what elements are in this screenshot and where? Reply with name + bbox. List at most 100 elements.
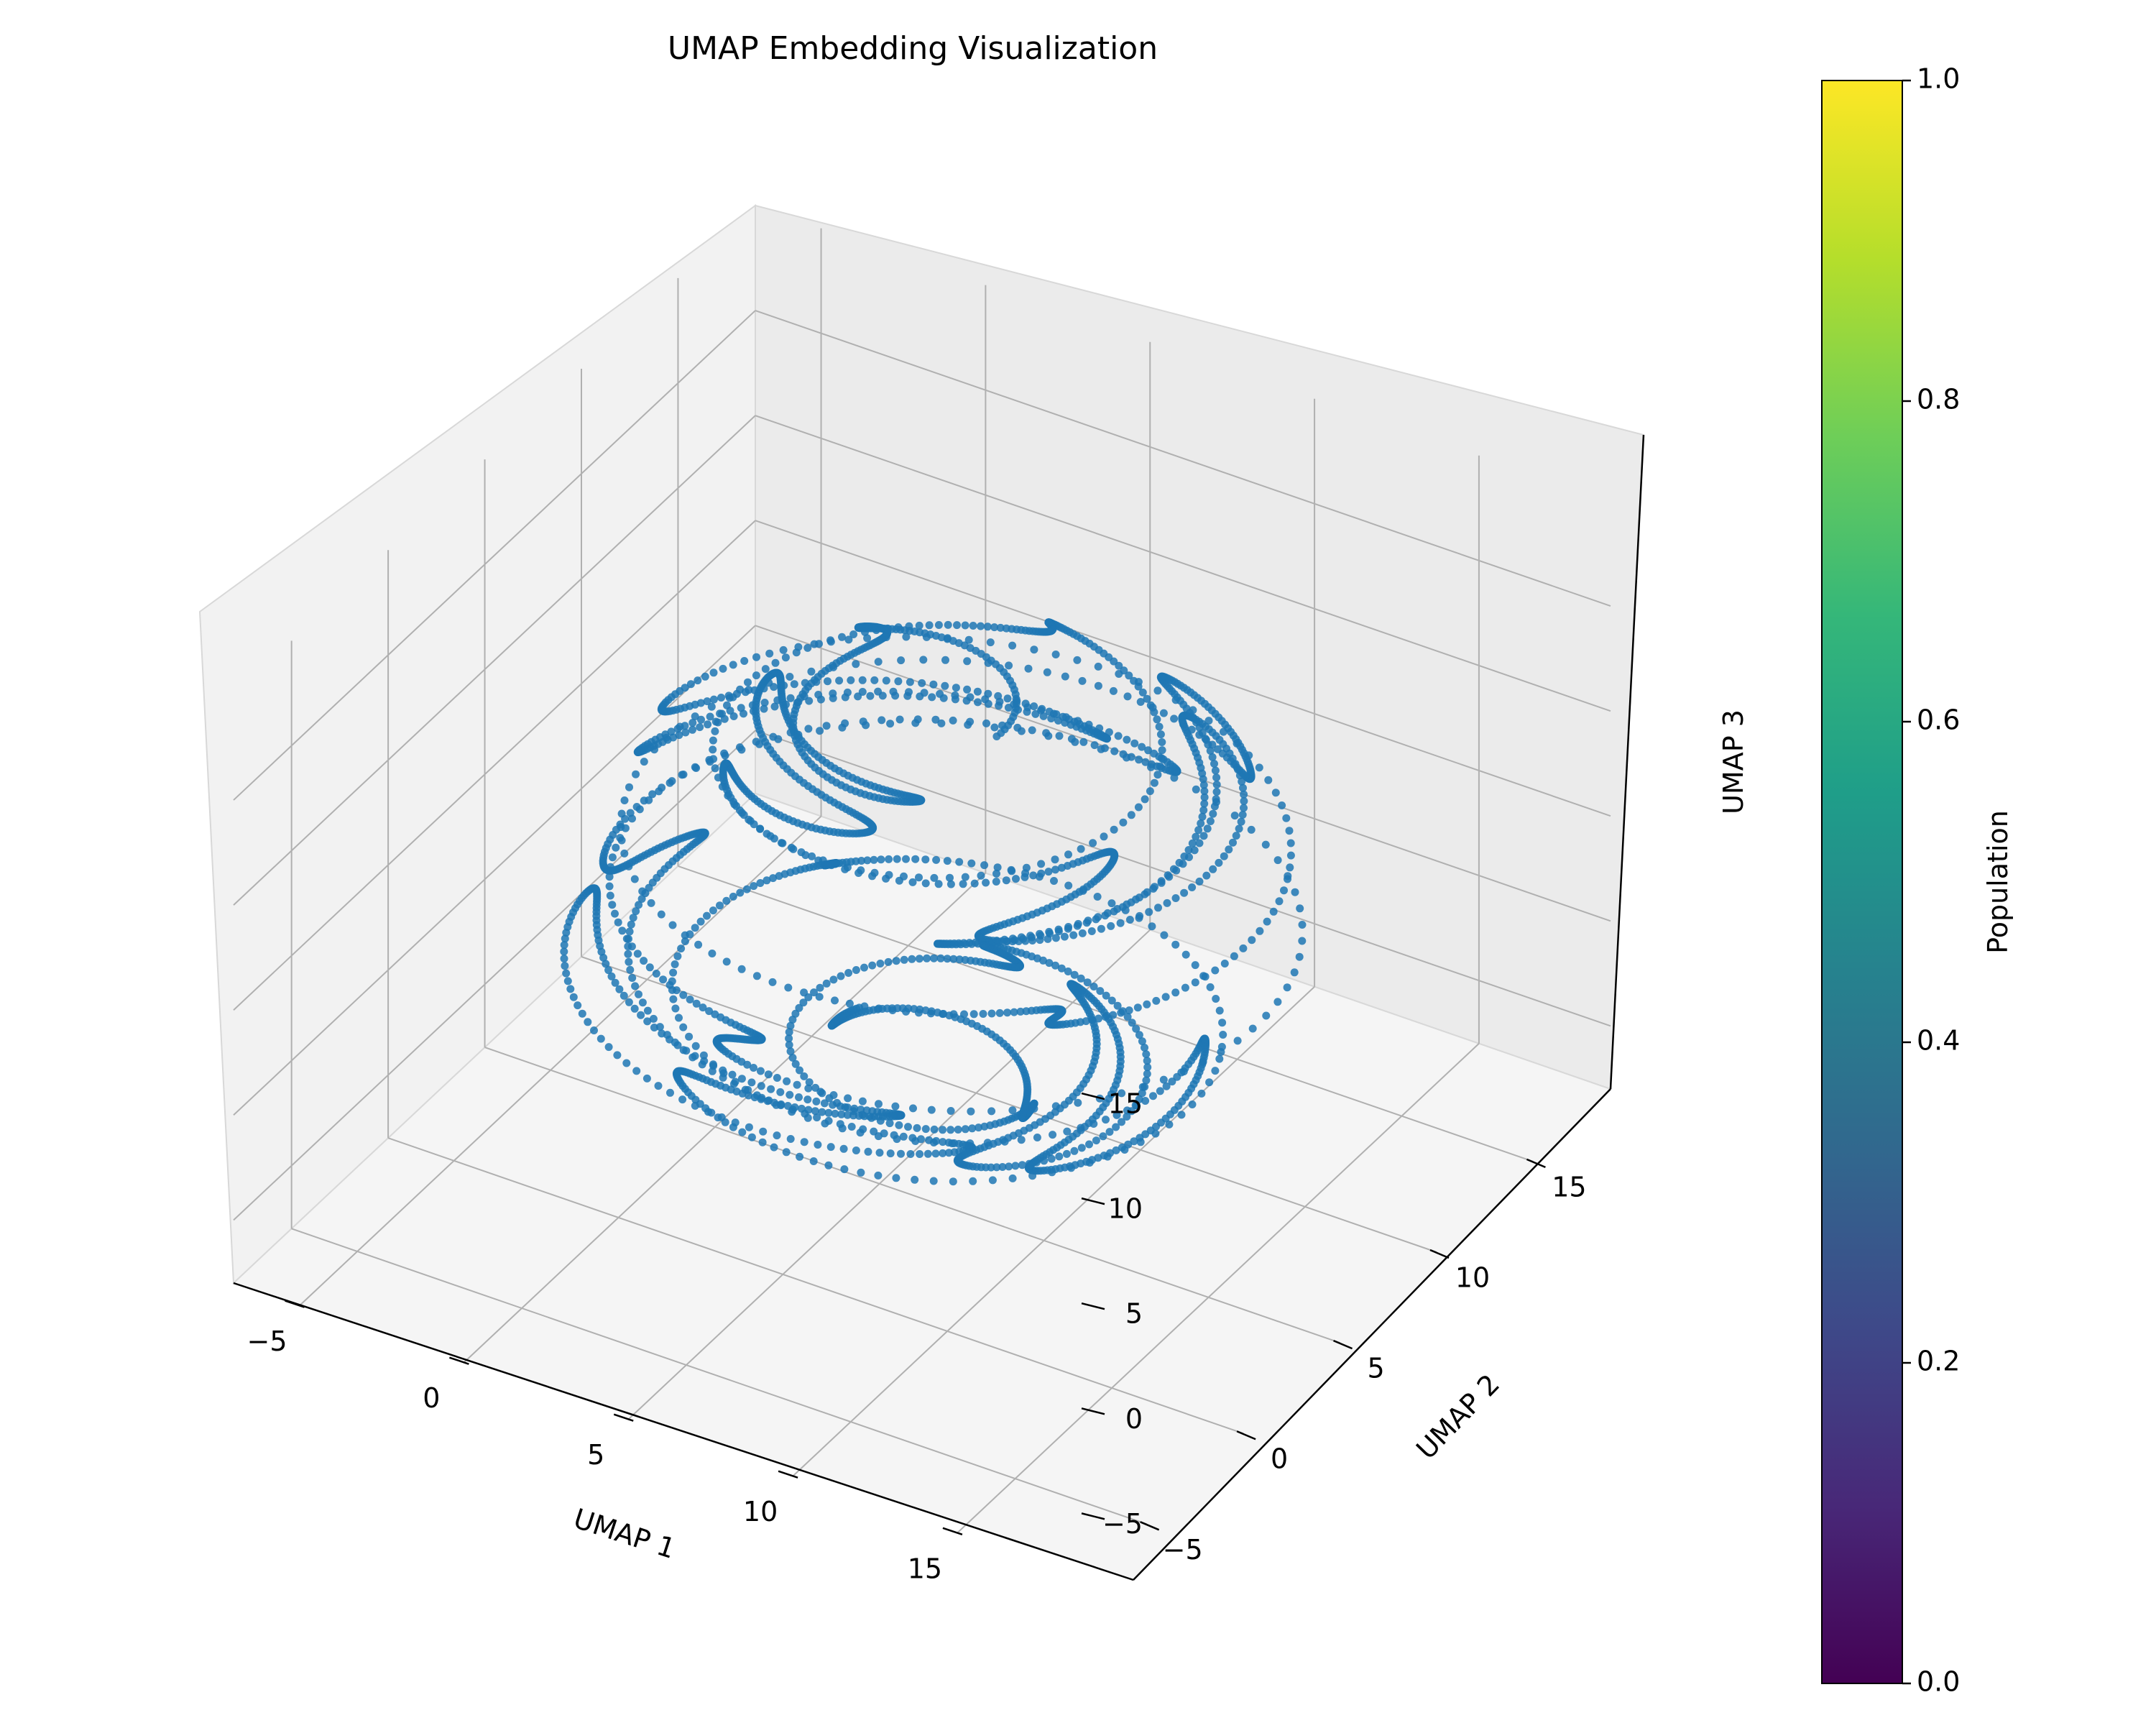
data-point xyxy=(1097,745,1105,753)
data-point xyxy=(1141,1097,1150,1105)
data-point xyxy=(874,1171,883,1180)
data-point xyxy=(755,740,763,748)
data-point xyxy=(785,1028,793,1037)
data-point xyxy=(909,1104,917,1113)
data-point xyxy=(784,983,793,992)
data-point xyxy=(1092,1136,1100,1145)
data-point xyxy=(770,683,778,691)
data-point xyxy=(1230,812,1239,820)
data-point xyxy=(1136,698,1145,706)
data-point xyxy=(1064,923,1073,931)
data-point xyxy=(868,872,877,881)
data-point xyxy=(811,1107,819,1116)
data-point xyxy=(1179,860,1187,868)
data-point xyxy=(1085,1140,1093,1149)
data-point xyxy=(737,965,746,973)
data-point xyxy=(946,880,955,888)
data-point xyxy=(1240,790,1248,799)
data-point xyxy=(816,983,824,992)
data-point xyxy=(970,879,979,888)
data-point xyxy=(911,719,920,727)
data-point xyxy=(829,663,838,671)
data-point xyxy=(707,1108,716,1117)
data-point xyxy=(773,696,782,704)
data-point xyxy=(892,1174,900,1182)
data-point xyxy=(770,1143,778,1152)
data-point xyxy=(1165,873,1174,881)
data-point xyxy=(1051,934,1060,942)
data-point xyxy=(643,1006,652,1015)
data-point xyxy=(675,1014,683,1022)
data-point xyxy=(882,874,890,883)
data-point xyxy=(1255,763,1263,772)
data-point xyxy=(992,1163,1001,1172)
data-point xyxy=(1185,853,1193,861)
data-point xyxy=(915,955,923,963)
data-point xyxy=(728,1070,737,1079)
data-point xyxy=(759,1127,768,1136)
data-point xyxy=(1005,661,1013,670)
data-point xyxy=(1192,785,1200,794)
data-point xyxy=(904,1004,913,1013)
data-point xyxy=(993,863,1002,872)
axis-ticks: −5 0 5 10 15 −5 0 5 10 15 −5 0 5 10 15 xyxy=(247,1088,1587,1585)
data-point xyxy=(949,955,958,963)
data-point xyxy=(843,688,852,697)
data-point xyxy=(1029,871,1038,880)
data-point xyxy=(864,1147,872,1156)
data-point xyxy=(1230,952,1238,960)
data-point xyxy=(750,1064,757,1072)
data-point xyxy=(1211,766,1220,775)
x-tick xyxy=(285,1300,305,1308)
data-point xyxy=(599,953,608,962)
data-point xyxy=(1062,1149,1071,1158)
data-point xyxy=(1189,706,1197,714)
data-point xyxy=(858,1111,867,1119)
x-axis-label: UMAP 1 xyxy=(570,1502,679,1565)
data-point xyxy=(946,1126,955,1134)
data-point xyxy=(831,996,839,1005)
data-point xyxy=(1045,927,1054,936)
grid-side-z xyxy=(233,310,756,801)
data-point xyxy=(597,947,606,956)
colorbar: 0.0 0.2 0.4 0.6 0.8 1.0 Population xyxy=(1821,63,2014,1698)
data-point xyxy=(1135,1134,1144,1142)
data-point xyxy=(1195,839,1204,847)
data-point xyxy=(782,700,790,709)
data-point xyxy=(892,957,900,965)
data-point xyxy=(969,1010,978,1019)
y-tick xyxy=(1333,1339,1353,1350)
data-point xyxy=(1112,1111,1121,1119)
colorbar-tick-label: 0.8 xyxy=(1917,384,1960,415)
data-point xyxy=(1172,866,1181,875)
data-point xyxy=(1107,922,1115,930)
data-point xyxy=(939,1149,947,1157)
data-point xyxy=(789,845,798,853)
data-point xyxy=(1128,1019,1136,1027)
data-point xyxy=(820,1099,829,1108)
data-point xyxy=(891,1102,900,1111)
data-point xyxy=(837,972,845,980)
data-point xyxy=(757,1082,765,1090)
data-point xyxy=(1239,783,1247,792)
data-point xyxy=(952,684,960,692)
data-point xyxy=(722,896,731,905)
colorbar-tick-label: 0.4 xyxy=(1917,1025,1960,1057)
data-point xyxy=(668,985,676,994)
data-point xyxy=(668,921,677,929)
data-point xyxy=(949,716,957,725)
data-point xyxy=(794,730,803,739)
data-point xyxy=(740,657,749,665)
data-point xyxy=(1290,968,1299,977)
data-point xyxy=(810,640,819,648)
data-point xyxy=(936,954,945,962)
data-point xyxy=(682,1047,691,1055)
data-point xyxy=(969,622,977,630)
axes-panes xyxy=(198,204,1645,1581)
x-axis-line xyxy=(233,1282,1134,1581)
data-point xyxy=(729,892,737,901)
data-point xyxy=(1217,1042,1226,1051)
data-point xyxy=(872,626,880,635)
axis-lines xyxy=(233,434,1645,1581)
data-point xyxy=(793,1080,801,1089)
